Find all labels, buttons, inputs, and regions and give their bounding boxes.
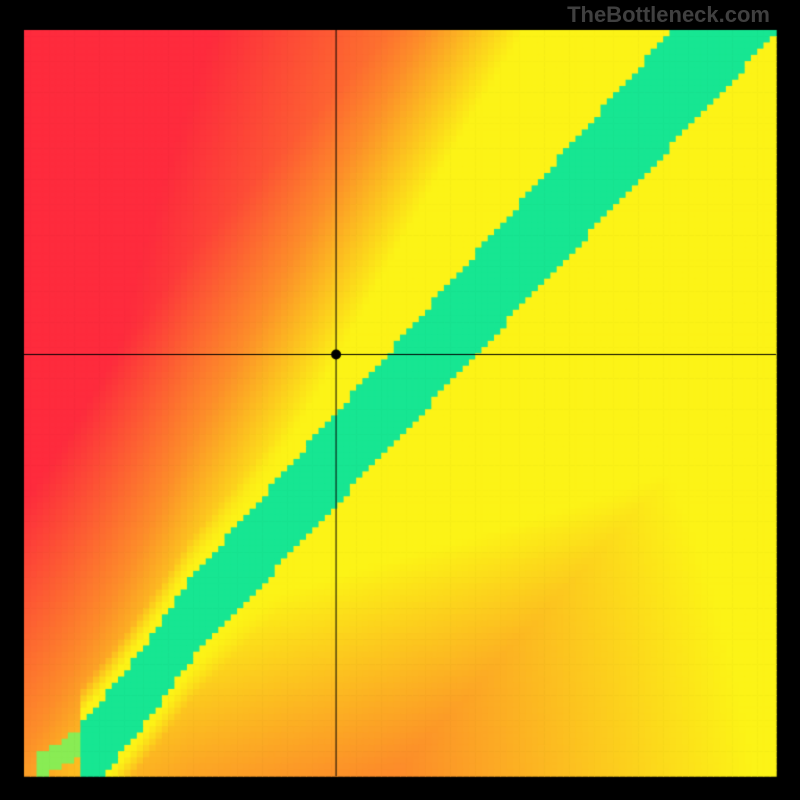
chart-container: TheBottleneck.com: [0, 0, 800, 800]
watermark-text: TheBottleneck.com: [567, 2, 770, 28]
bottleneck-heatmap: [0, 0, 800, 800]
